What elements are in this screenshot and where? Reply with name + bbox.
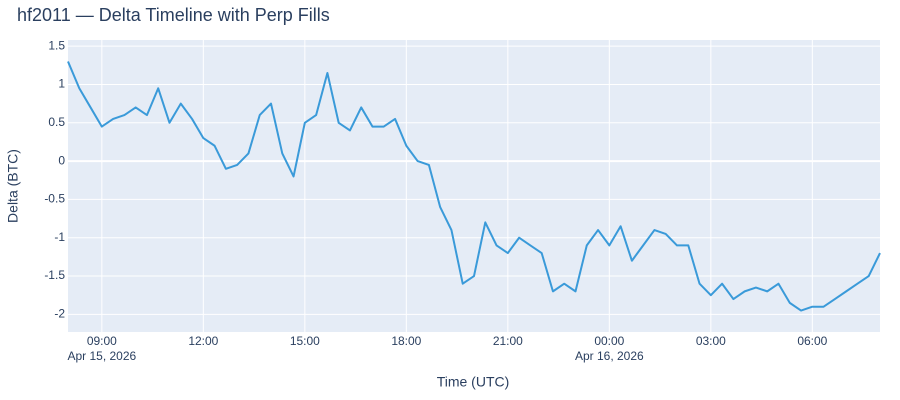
x-tick-label: 09:00 xyxy=(87,334,117,348)
y-tick-label: -2 xyxy=(54,307,65,321)
chart-title: hf2011 — Delta Timeline with Perp Fills xyxy=(17,5,330,25)
y-tick-label: -0.5 xyxy=(44,192,65,206)
y-tick-label: 1.5 xyxy=(48,38,65,52)
x-tick-label: 21:00 xyxy=(493,334,523,348)
y-axis-title: Delta (BTC) xyxy=(5,149,21,223)
x-tick-date-label: Apr 15, 2026 xyxy=(67,349,136,363)
series-line xyxy=(67,61,881,312)
y-tick-label: 0 xyxy=(58,153,65,167)
x-tick-label: 06:00 xyxy=(797,334,827,348)
x-tick-label: 12:00 xyxy=(188,334,218,348)
x-tick-label: 18:00 xyxy=(391,334,421,348)
y-tick-label: 0.5 xyxy=(48,115,65,129)
y-tick-label: -1.5 xyxy=(44,268,65,282)
y-tick-label: -1 xyxy=(54,230,65,244)
y-tick-label: 1 xyxy=(58,77,65,91)
marks xyxy=(67,61,881,312)
x-tick-label: 00:00 xyxy=(594,334,624,348)
x-tick-date-label: Apr 16, 2026 xyxy=(575,349,644,363)
x-axis-title: Time (UTC) xyxy=(437,374,510,390)
x-tick-label: 03:00 xyxy=(696,334,726,348)
x-tick-label: 15:00 xyxy=(290,334,320,348)
